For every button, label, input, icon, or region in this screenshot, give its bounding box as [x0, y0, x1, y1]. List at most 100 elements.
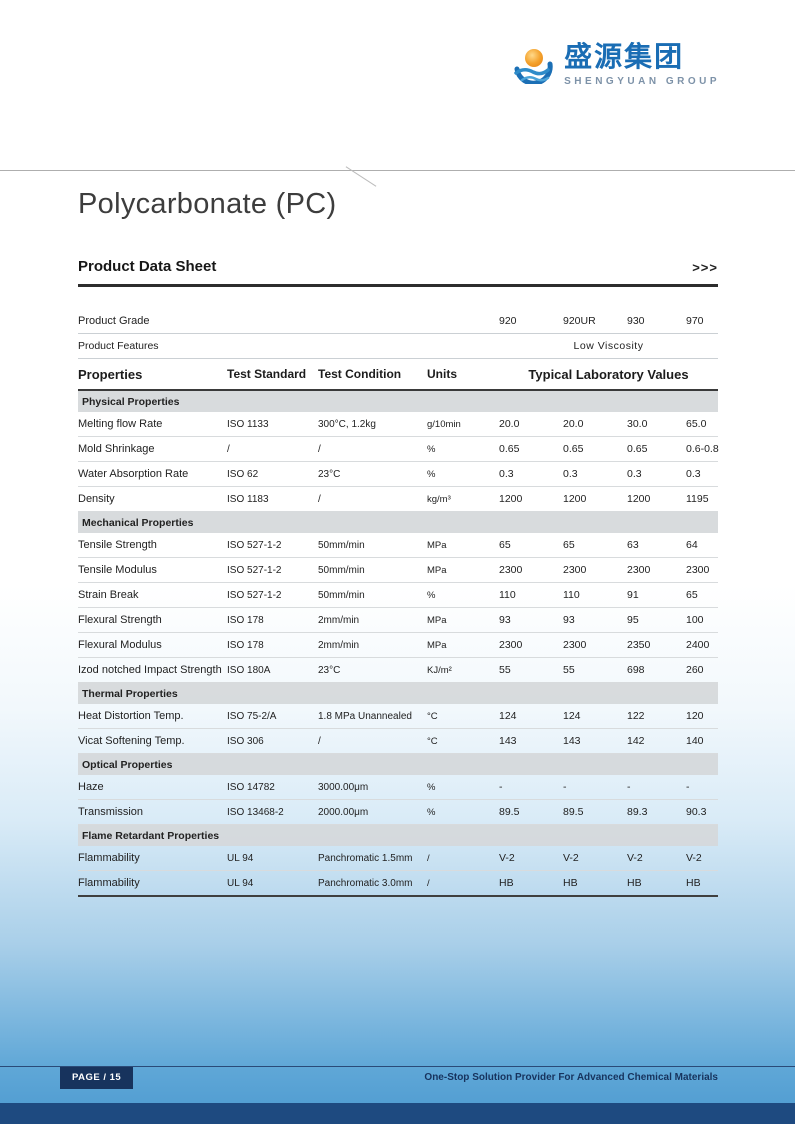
table-row: Flexural Modulus ISO 178 2mm/min MPa 2300 230… — [78, 633, 718, 658]
footer-tagline: One-Stop Solution Provider For Advanced … — [424, 1072, 718, 1083]
arrows-decoration: >>> — [692, 260, 718, 275]
units-value: g/10min — [427, 418, 461, 430]
lab-value: 260 — [686, 664, 704, 676]
top-divider — [0, 170, 795, 171]
product-grade-label: Product Grade — [78, 314, 150, 327]
lab-value: 0.3 — [627, 468, 642, 480]
test-condition: 50mm/min — [318, 539, 365, 551]
test-condition: 23°C — [318, 664, 341, 676]
table-row: Water Absorption Rate ISO 62 23°C% 0.3 0.3 0.… — [78, 462, 718, 487]
lab-value: 93 — [499, 614, 511, 626]
section-header: Physical Properties — [78, 391, 718, 412]
lab-value: 0.6-0.8 — [686, 443, 719, 455]
lab-value: 143 — [499, 735, 517, 747]
lab-value: V-2 — [563, 852, 579, 864]
lab-value: 2300 — [499, 639, 523, 651]
property-name: Izod notched Impact Strength — [78, 664, 222, 676]
lab-value: 95 — [627, 614, 639, 626]
lab-value: V-2 — [499, 852, 515, 864]
lab-value: 2400 — [686, 639, 710, 651]
lab-value: - — [686, 781, 690, 793]
lab-value: 120 — [686, 710, 704, 722]
logo-english-name: SHENGYUAN GROUP — [564, 75, 720, 87]
lab-value: 65.0 — [686, 418, 707, 430]
lab-value: 20.0 — [563, 418, 584, 430]
table-row: Flammability UL 94 Panchromatic 3.0mm / HB HB… — [78, 871, 718, 897]
units-value: % — [427, 781, 436, 793]
lab-value: 0.3 — [563, 468, 578, 480]
lab-value: 64 — [686, 539, 698, 551]
table-row: Tensile Modulus ISO 527-1-2 50mm/min MPa 230… — [78, 558, 718, 583]
section-header: Flame Retardant Properties — [78, 825, 718, 846]
company-logo: 盛源集团 SHENGYUAN GROUP — [510, 41, 720, 87]
datasheet-header: Product Data Sheet >>> — [78, 258, 718, 275]
lab-value: 124 — [499, 710, 517, 722]
lab-value: 89.5 — [563, 806, 584, 818]
product-features-row: Product Features Low Viscosity — [78, 334, 718, 359]
table-row: Density ISO 1183 / kg/m³ 1200 1200 1200 1195 — [78, 487, 718, 512]
bottom-bar — [0, 1103, 795, 1124]
test-condition: 2000.00μm — [318, 806, 369, 818]
test-standard: UL 94 — [227, 852, 254, 864]
test-standard: ISO 527-1-2 — [227, 564, 282, 576]
property-name: Water Absorption Rate — [78, 468, 189, 480]
units-value: MPa — [427, 539, 447, 551]
property-name: Tensile Strength — [78, 539, 157, 551]
test-condition: Panchromatic 3.0mm — [318, 877, 413, 889]
logo-chinese-name: 盛源集团 — [564, 41, 685, 72]
table-row: Strain Break ISO 527-1-2 50mm/min% 110 110 91… — [78, 583, 718, 608]
table-body: Physical Properties Melting flow Rate ISO … — [78, 391, 719, 897]
units-value: °C — [427, 710, 438, 722]
section-header: Thermal Properties — [78, 683, 718, 704]
test-condition: 3000.00μm — [318, 781, 369, 793]
test-standard: ISO 1183 — [227, 493, 269, 505]
table-row: Haze ISO 14782 3000.00μm% - - - - — [78, 775, 718, 800]
grade-value: 970 — [686, 314, 704, 327]
lab-value: 2300 — [686, 564, 710, 576]
table-row: Heat Distortion Temp. ISO 75-2/A 1.8 MPa U… — [78, 704, 718, 729]
property-name: Mold Shrinkage — [78, 443, 155, 455]
units-value: MPa — [427, 564, 447, 576]
lab-value: 65 — [686, 589, 698, 601]
lab-value: 100 — [686, 614, 704, 626]
test-standard: ISO 62 — [227, 468, 259, 480]
page-title: Polycarbonate (PC) — [78, 188, 337, 220]
test-condition: 2mm/min — [318, 614, 360, 626]
lab-value: V-2 — [686, 852, 702, 864]
property-name: Tensile Modulus — [78, 564, 157, 576]
lab-value: 2300 — [627, 564, 651, 576]
property-name: Melting flow Rate — [78, 418, 163, 430]
lab-value: 0.3 — [499, 468, 514, 480]
units-value: MPa — [427, 639, 447, 651]
property-name: Heat Distortion Temp. — [78, 710, 184, 722]
property-name: Transmission — [78, 806, 143, 818]
test-condition: 2mm/min — [318, 639, 360, 651]
test-condition: 50mm/min — [318, 564, 365, 576]
units-value: / — [427, 852, 430, 864]
header-test-condition: Test Condition — [318, 367, 402, 381]
test-standard: ISO 178 — [227, 614, 264, 626]
test-standard: UL 94 — [227, 877, 254, 889]
lab-value: 30.0 — [627, 418, 648, 430]
lab-value: 2300 — [563, 639, 587, 651]
lab-value: 2300 — [563, 564, 587, 576]
datasheet-rule — [78, 284, 718, 287]
test-standard: ISO 306 — [227, 735, 264, 747]
test-standard: ISO 13468-2 — [227, 806, 284, 818]
lab-value: 63 — [627, 539, 639, 551]
test-standard: / — [227, 443, 230, 455]
lab-value: 1200 — [563, 493, 587, 505]
lab-value: - — [563, 781, 567, 793]
footer-divider — [0, 1066, 795, 1067]
lab-value: 2350 — [627, 639, 651, 651]
lab-value: HB — [499, 877, 514, 889]
test-condition: / — [318, 443, 321, 455]
property-name: Flexural Strength — [78, 614, 162, 626]
test-standard: ISO 180A — [227, 664, 271, 676]
page-number-badge: PAGE / 15 — [60, 1067, 134, 1089]
section-header: Optical Properties — [78, 754, 718, 775]
lab-value: HB — [627, 877, 642, 889]
property-name: Flammability — [78, 852, 140, 864]
lab-value: 698 — [627, 664, 645, 676]
